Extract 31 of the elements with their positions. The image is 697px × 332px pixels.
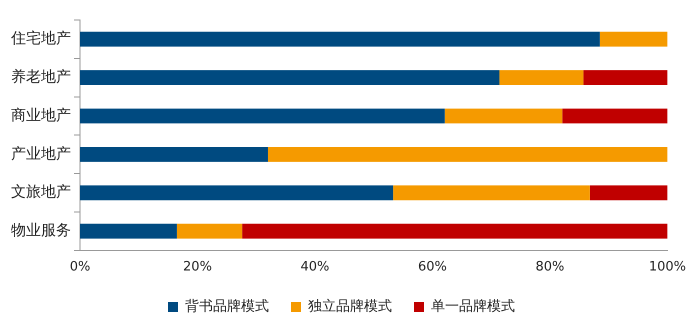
bar xyxy=(600,32,668,47)
x-tick-label: 40% xyxy=(300,260,330,275)
y-tick-label: 商业地产 xyxy=(11,106,71,124)
bar xyxy=(80,70,500,86)
y-tick-label: 养老地产 xyxy=(11,67,71,86)
bar xyxy=(80,108,445,124)
x-tick-label: 60% xyxy=(418,260,447,275)
bar xyxy=(176,224,242,239)
legend-label: 独立品牌模式 xyxy=(308,298,392,315)
bar xyxy=(393,185,590,200)
y-tick-label: 物业服务 xyxy=(11,221,71,240)
legend-label: 单一品牌模式 xyxy=(431,298,515,315)
y-tick-label: 产业地产 xyxy=(11,144,71,162)
bar xyxy=(499,70,584,86)
x-tick-label: 20% xyxy=(183,260,212,275)
bar xyxy=(562,108,668,124)
y-tick-label: 文旅地产 xyxy=(11,182,71,201)
bar xyxy=(583,70,668,86)
bar xyxy=(242,224,668,239)
bar xyxy=(268,146,668,162)
x-tick-label: 100% xyxy=(648,260,686,275)
bar xyxy=(80,224,177,239)
bar xyxy=(590,185,668,200)
bar xyxy=(80,32,600,47)
y-tick-label: 住宅地产 xyxy=(10,29,71,48)
x-tick-label: 80% xyxy=(535,260,564,275)
legend-label: 背书品牌模式 xyxy=(185,298,269,315)
bar xyxy=(80,146,268,162)
bar xyxy=(444,108,562,124)
x-tick-label: 0% xyxy=(70,260,90,275)
bar xyxy=(80,185,394,200)
